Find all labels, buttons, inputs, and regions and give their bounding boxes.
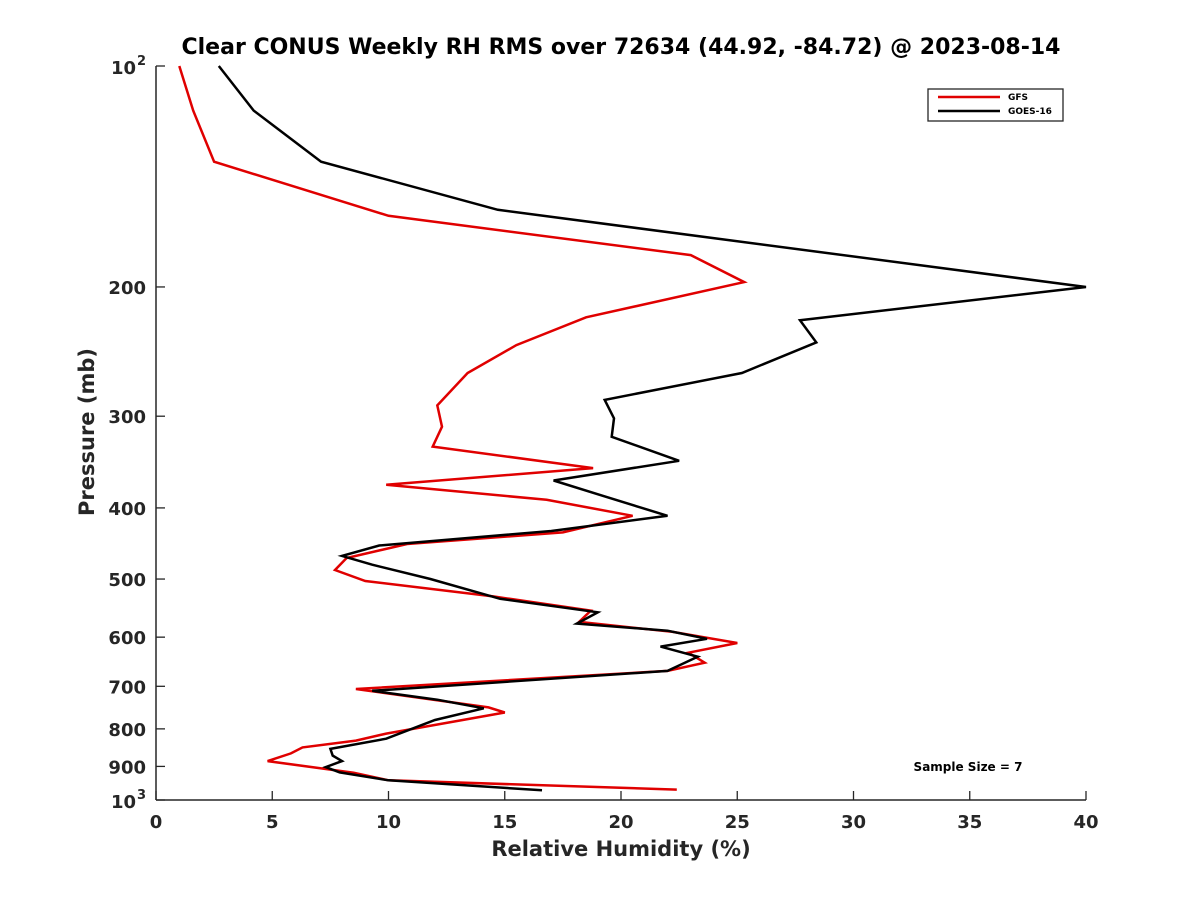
legend-box [927,88,1064,122]
y-axis-label: Pressure (mb) [75,348,99,516]
y-tick-label: 700 [108,677,146,698]
axes-layer: 0 5 10 15 20 25 30 35 40 200 300 400 500 600 700 800 900… [108,54,1098,833]
x-axis-label: Relative Humidity (%) [491,837,750,861]
x-tick-label: 20 [608,812,633,833]
y-tick-label: 400 [108,499,146,520]
legend-label: GOES-16 [1008,107,1052,117]
chart-title: Clear CONUS Weekly RH RMS over 72634 (44… [182,35,1061,60]
y-tick-label-exponent: 2 [137,54,146,69]
legend: GFS GOES-16 [927,88,1064,122]
sample-size-annotation: Sample Size = 7 [914,760,1023,774]
x-tick-label: 25 [725,812,750,833]
y-tick-label-power: 10 [111,58,136,79]
legend-label: GFS [1008,93,1028,103]
y-tick-label: 800 [108,720,146,741]
x-tick-label: 5 [266,812,279,833]
y-tick-label: 500 [108,570,146,591]
x-tick-label: 40 [1073,812,1098,833]
y-tick-label: 900 [108,757,146,778]
y-tick-label-power: 10 [111,792,136,813]
series-line-gfs [178,65,748,791]
y-tick-label: 200 [108,278,146,299]
y-tick-label: 600 [108,628,146,649]
y-tick-label: 300 [108,407,146,428]
x-tick-label: 10 [376,812,401,833]
x-tick-label: 15 [492,812,517,833]
y-tick-label-exponent: 3 [137,788,146,803]
x-tick-label: 0 [150,812,163,833]
series-layer [178,65,1087,792]
x-tick-label: 30 [841,812,866,833]
x-tick-label: 35 [957,812,982,833]
series-line-goes-16 [217,65,1087,792]
